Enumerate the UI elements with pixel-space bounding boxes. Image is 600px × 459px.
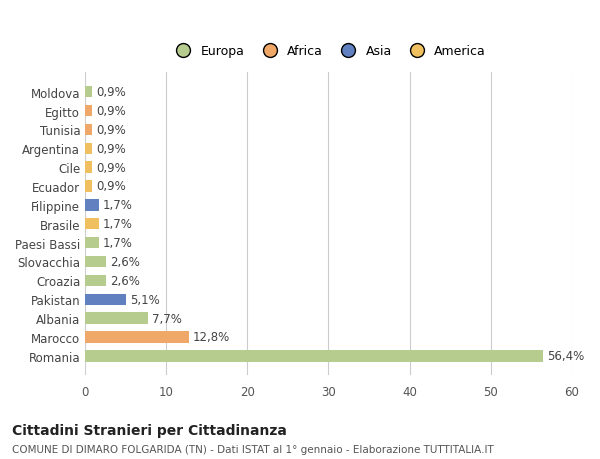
Text: 0,9%: 0,9% (97, 86, 126, 99)
Bar (85, 313, 148, 324)
Text: 0,9%: 0,9% (97, 105, 126, 118)
Bar (85, 200, 99, 211)
Text: 5,1%: 5,1% (131, 293, 160, 306)
Bar (85, 181, 92, 192)
Text: 12,8%: 12,8% (193, 331, 230, 344)
Legend: Europa, Africa, Asia, America: Europa, Africa, Asia, America (166, 40, 491, 63)
Bar (85, 256, 106, 268)
Text: 56,4%: 56,4% (547, 350, 584, 363)
Bar (85, 162, 92, 174)
Bar (85, 218, 99, 230)
Text: 7,7%: 7,7% (152, 312, 181, 325)
Text: 0,9%: 0,9% (97, 180, 126, 193)
Text: 0,9%: 0,9% (97, 123, 126, 137)
Text: 0,9%: 0,9% (97, 142, 126, 156)
Bar (85, 275, 106, 286)
Bar (85, 143, 92, 155)
Bar (85, 106, 92, 117)
Text: 1,7%: 1,7% (103, 218, 133, 231)
Bar (85, 350, 542, 362)
Bar (85, 331, 189, 343)
Text: 1,7%: 1,7% (103, 236, 133, 250)
Text: 0,9%: 0,9% (97, 161, 126, 174)
Text: COMUNE DI DIMARO FOLGARIDA (TN) - Dati ISTAT al 1° gennaio - Elaborazione TUTTIT: COMUNE DI DIMARO FOLGARIDA (TN) - Dati I… (12, 444, 494, 454)
Text: Cittadini Stranieri per Cittadinanza: Cittadini Stranieri per Cittadinanza (12, 423, 287, 437)
Bar (85, 237, 99, 249)
Text: 2,6%: 2,6% (110, 274, 140, 287)
Text: 2,6%: 2,6% (110, 255, 140, 269)
Bar (85, 294, 127, 305)
Bar (85, 124, 92, 136)
Bar (85, 87, 92, 98)
Text: 1,7%: 1,7% (103, 199, 133, 212)
